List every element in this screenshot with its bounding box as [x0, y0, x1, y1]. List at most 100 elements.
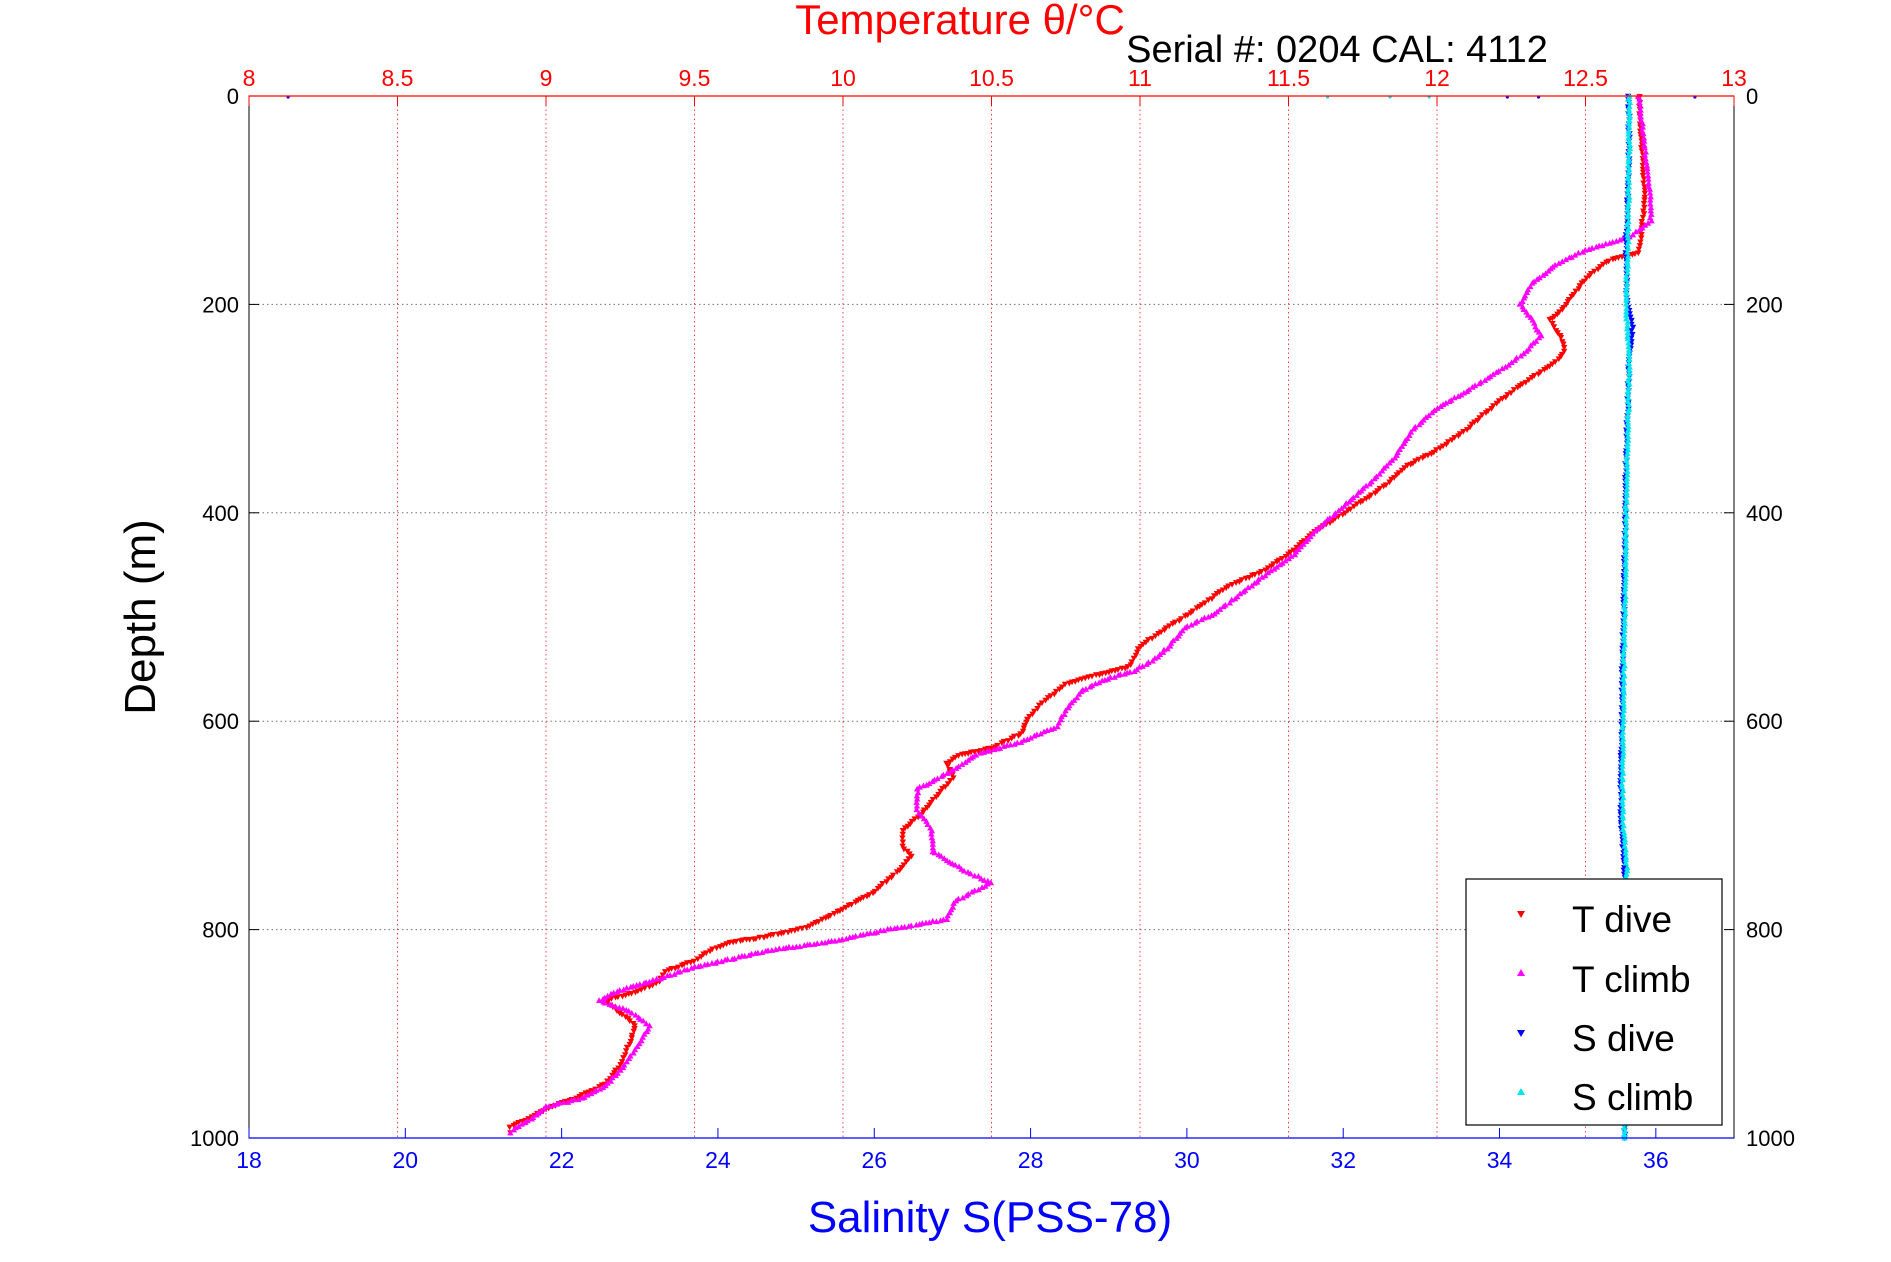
data-point-t-climb: [1143, 661, 1150, 667]
data-point-t-climb: [1647, 207, 1655, 214]
data-point-t-dive: [1242, 575, 1250, 582]
data-point-t-climb: [614, 988, 621, 995]
data-point-s-climb: [1619, 770, 1627, 776]
data-point-t-climb: [584, 1091, 591, 1098]
data-point-s-climb: [1625, 110, 1633, 116]
data-point-t-dive: [904, 823, 912, 830]
data-point-s-climb: [1626, 123, 1633, 130]
data-point-t-climb: [1499, 365, 1506, 372]
data-point-s-climb: [1622, 287, 1630, 294]
data-point-t-dive: [1560, 344, 1568, 351]
data-point-s-climb: [1622, 568, 1629, 575]
data-point-t-climb: [913, 792, 921, 799]
temperature-tick-label: 10.5: [969, 65, 1014, 91]
temperature-tick-label: 9: [540, 65, 553, 91]
data-point-s-climb: [1622, 547, 1629, 554]
legend-label-t-climb: T climb: [1572, 959, 1691, 1000]
data-point-t-dive: [1161, 627, 1168, 634]
data-point-t-climb: [952, 765, 960, 771]
axes: 0 0 200 200 400 400 600 600 800 800 1000 1000 8 8.5 9 9…: [190, 65, 1795, 1173]
salinity-tick-label: 24: [705, 1147, 731, 1173]
data-point-t-dive: [1268, 563, 1275, 570]
data-point-s-climb: [1624, 190, 1632, 196]
data-point-t-climb: [1258, 573, 1266, 580]
data-point-t-dive: [1262, 567, 1269, 574]
data-point-t-climb: [1640, 137, 1648, 144]
data-point-t-dive: [842, 904, 850, 911]
data-point-t-climb: [620, 986, 627, 993]
data-point-s-climb: [1624, 388, 1632, 394]
data-point-t-dive: [1357, 499, 1364, 506]
data-point-s-climb: [1622, 575, 1629, 582]
data-point-t-dive: [1640, 180, 1647, 187]
data-point-t-climb: [1121, 670, 1128, 677]
data-point-t-dive: [1586, 273, 1593, 280]
salinity-tick-label: 26: [861, 1147, 887, 1173]
data-point-t-dive: [1290, 547, 1297, 554]
data-point-s-climb: [1625, 349, 1633, 356]
data-point-t-climb: [1167, 642, 1174, 649]
data-point-t-dive: [942, 784, 949, 790]
legend-marker-s-climb: [1517, 1088, 1525, 1095]
data-point-t-climb: [1571, 251, 1579, 258]
data-point-s-climb: [1623, 488, 1630, 495]
data-point-t-climb: [1644, 172, 1652, 179]
data-point-t-dive: [933, 794, 940, 801]
data-point-s-climb: [1619, 732, 1626, 739]
temperature-tick-label: 12.5: [1563, 65, 1608, 91]
data-point-t-climb: [1341, 503, 1348, 509]
data-point-t-climb: [1637, 106, 1644, 113]
data-point-s-climb: [1621, 606, 1629, 613]
data-point-s-climb: [1621, 1131, 1628, 1138]
data-point-t-dive: [1205, 597, 1212, 604]
data-point-t-dive: [737, 938, 744, 944]
data-point-t-climb: [977, 749, 984, 756]
data-point-s-climb: [1619, 676, 1627, 682]
data-point-t-dive: [506, 1124, 513, 1131]
data-point-t-climb: [928, 834, 936, 841]
data-point-t-dive: [981, 746, 989, 753]
data-point-t-climb: [729, 956, 736, 962]
data-point-t-dive: [845, 902, 852, 909]
data-point-t-climb: [1531, 319, 1538, 326]
data-point-s-climb: [1624, 241, 1631, 248]
data-point-t-dive: [899, 835, 906, 842]
data-point-t-dive: [723, 941, 730, 948]
data-point-s-climb: [1624, 416, 1631, 423]
data-point-t-climb: [522, 1119, 529, 1126]
data-point-s-climb: [1624, 467, 1631, 474]
data-point-t-climb: [1149, 657, 1156, 664]
data-point-s-climb: [1626, 148, 1633, 154]
data-point-t-climb: [835, 937, 843, 943]
data-point-t-climb: [1517, 352, 1525, 359]
salinity-tick-label: 36: [1643, 1147, 1669, 1173]
data-point-s-climb: [1623, 544, 1630, 551]
data-point-t-climb: [1302, 538, 1310, 545]
data-point-t-climb: [640, 979, 648, 986]
data-point-s-climb: [1622, 582, 1629, 589]
data-point-s-climb: [1620, 697, 1627, 703]
data-point-t-climb: [1613, 238, 1620, 244]
data-point-t-dive: [1482, 410, 1490, 416]
data-point-t-climb: [1386, 459, 1393, 466]
data-point-t-climb: [943, 770, 951, 776]
data-point-t-dive: [1428, 451, 1435, 458]
data-point-t-climb: [963, 892, 970, 899]
data-point-s-climb: [1619, 814, 1627, 821]
data-point-s-climb: [1623, 290, 1630, 297]
data-point-t-climb: [1606, 240, 1613, 246]
data-point-t-dive: [622, 1048, 630, 1055]
chart-subtitle: Serial #: 0204 CAL: 4112: [1126, 29, 1548, 71]
data-point-t-climb: [1000, 743, 1008, 749]
data-point-t-climb: [1285, 555, 1293, 562]
data-point-t-dive: [998, 740, 1005, 747]
data-point-t-climb: [1270, 565, 1278, 572]
data-point-t-climb: [568, 1097, 575, 1104]
data-point-t-dive: [1273, 559, 1281, 565]
data-point-t-climb: [1040, 728, 1048, 735]
data-point-s-climb: [1623, 300, 1630, 307]
data-point-t-climb: [938, 773, 945, 779]
data-point-t-climb: [1516, 300, 1524, 307]
data-point-t-climb: [528, 1115, 535, 1122]
data-point-t-climb: [1398, 443, 1406, 449]
